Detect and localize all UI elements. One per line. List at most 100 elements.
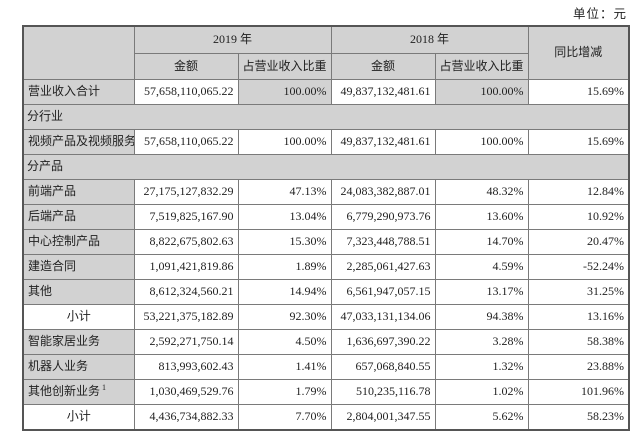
row-label-cell: 其他 xyxy=(22,279,135,305)
section-label-cell: 分行业 xyxy=(22,104,630,130)
pct-2019-cell: 100.00% xyxy=(237,79,332,105)
yoy-change-cell: 15.69% xyxy=(527,129,630,155)
amount-2018-cell: 49,837,132,481.61 xyxy=(330,129,436,155)
pct-of-revenue-header-2018: 占营业收入比重 xyxy=(434,53,529,80)
yoy-change-cell: 58.23% xyxy=(527,404,630,431)
yoy-change-cell: 31.25% xyxy=(527,279,630,305)
row-label-cell: 视频产品及视频服务 xyxy=(22,129,135,155)
amount-2018-cell: 1,636,697,390.22 xyxy=(330,329,436,355)
amount-2019-cell: 1,030,469,529.76 xyxy=(133,379,239,405)
yoy-change-cell: 10.92% xyxy=(527,204,630,230)
pct-2018-cell: 14.70% xyxy=(434,229,529,255)
table-row: 营业收入合计 57,658,110,065.22 100.00% 49,837,132… xyxy=(22,79,630,105)
pct-2018-cell: 5.62% xyxy=(434,404,529,431)
amount-2018-cell: 2,804,001,347.55 xyxy=(330,404,436,431)
table-row: 其他创新业务 1 1,030,469,529.76 1.79% 510,235,116… xyxy=(22,379,630,405)
yoy-change-cell: 20.47% xyxy=(527,229,630,255)
yoy-change-cell: 101.96% xyxy=(527,379,630,405)
row-label-cell: 机器人业务 xyxy=(22,354,135,380)
table-row: 其他 8,612,324,560.21 14.94% 6,561,947,057.15… xyxy=(22,279,630,305)
pct-2019-cell: 15.30% xyxy=(237,229,332,255)
table-row: 中心控制产品 8,822,675,802.63 15.30% 7,323,448,78… xyxy=(22,229,630,255)
pct-2019-cell: 14.94% xyxy=(237,279,332,305)
amount-2019-cell: 2,592,271,750.14 xyxy=(133,329,239,355)
yoy-change-cell: 13.16% xyxy=(527,304,630,330)
unit-label: 单位：元 xyxy=(572,7,627,21)
pct-2018-cell: 100.00% xyxy=(434,79,529,105)
table-header: 2019 年 2018 年 同比增减 金额 占营业收入比重 金额 占营业收入比重 xyxy=(22,25,630,80)
pct-2018-cell: 13.17% xyxy=(434,279,529,305)
year-2018-header: 2018 年 xyxy=(330,25,529,54)
pct-2019-cell: 1.41% xyxy=(237,354,332,380)
table-row: 智能家居业务 2,592,271,750.14 4.50% 1,636,697,390… xyxy=(22,329,630,355)
amount-2018-cell: 510,235,116.78 xyxy=(330,379,436,405)
section-row: 分行业 xyxy=(22,104,630,130)
row-label-cell: 小计 xyxy=(22,404,135,431)
amount-2018-cell: 6,561,947,057.15 xyxy=(330,279,436,305)
amount-2018-cell: 49,837,132,481.61 xyxy=(330,79,436,105)
pct-2019-cell: 100.00% xyxy=(237,129,332,155)
yoy-change-cell: 15.69% xyxy=(527,79,630,105)
pct-2018-cell: 100.00% xyxy=(434,129,529,155)
amount-2019-cell: 8,612,324,560.21 xyxy=(133,279,239,305)
amount-2018-cell: 7,323,448,788.51 xyxy=(330,229,436,255)
pct-2019-cell: 1.89% xyxy=(237,254,332,280)
pct-2019-cell: 47.13% xyxy=(237,179,332,205)
amount-2019-cell: 27,175,127,832.29 xyxy=(133,179,239,205)
yoy-change-cell: 23.88% xyxy=(527,354,630,380)
amount-2019-cell: 813,993,602.43 xyxy=(133,354,239,380)
amount-2019-cell: 1,091,421,819.86 xyxy=(133,254,239,280)
row-label-cell: 智能家居业务 xyxy=(22,329,135,355)
amount-2018-cell: 2,285,061,427.63 xyxy=(330,254,436,280)
pct-2018-cell: 13.60% xyxy=(434,204,529,230)
row-label-cell: 前端产品 xyxy=(22,179,135,205)
year-2019-header: 2019 年 xyxy=(133,25,332,54)
row-label-cell: 中心控制产品 xyxy=(22,229,135,255)
pct-2018-cell: 1.32% xyxy=(434,354,529,380)
pct-2018-cell: 48.32% xyxy=(434,179,529,205)
amount-2019-cell: 57,658,110,065.22 xyxy=(133,79,239,105)
footnote-marker: 1 xyxy=(100,383,107,393)
table-row: 后端产品 7,519,825,167.90 13.04% 6,779,290,973.… xyxy=(22,204,630,230)
amount-header-2018: 金额 xyxy=(330,53,436,80)
row-label-cell: 小计 xyxy=(22,304,135,330)
amount-2018-cell: 47,033,131,134.06 xyxy=(330,304,436,330)
yoy-change-cell: 58.38% xyxy=(527,329,630,355)
pct-2019-cell: 1.79% xyxy=(237,379,332,405)
yoy-change-cell: 12.84% xyxy=(527,179,630,205)
section-label-cell: 分产品 xyxy=(22,154,630,180)
pct-2019-cell: 7.70% xyxy=(237,404,332,431)
pct-2019-cell: 92.30% xyxy=(237,304,332,330)
amount-2019-cell: 57,658,110,065.22 xyxy=(133,129,239,155)
pct-2018-cell: 1.02% xyxy=(434,379,529,405)
table-row: 前端产品 27,175,127,832.29 47.13% 24,083,382,88… xyxy=(22,179,630,205)
amount-2018-cell: 6,779,290,973.76 xyxy=(330,204,436,230)
table-body: 营业收入合计 57,658,110,065.22 100.00% 49,837,132… xyxy=(22,79,630,431)
yoy-change-header: 同比增减 xyxy=(527,25,630,80)
corner-blank-cell xyxy=(22,25,135,80)
pct-2018-cell: 4.59% xyxy=(434,254,529,280)
pct-2018-cell: 3.28% xyxy=(434,329,529,355)
table-row: 视频产品及视频服务 57,658,110,065.22 100.00% 49,837,… xyxy=(22,129,630,155)
table-row: 小计 53,221,375,182.89 92.30% 47,033,131,134.… xyxy=(22,304,630,330)
amount-2019-cell: 7,519,825,167.90 xyxy=(133,204,239,230)
row-label-cell: 其他创新业务 1 xyxy=(22,379,135,405)
row-label-cell: 建造合同 xyxy=(22,254,135,280)
table-row: 建造合同 1,091,421,819.86 1.89% 2,285,061,427.6… xyxy=(22,254,630,280)
table-row: 小计 4,436,734,882.33 7.70% 2,804,001,347.55 5… xyxy=(22,404,630,431)
yoy-change-cell: -52.24% xyxy=(527,254,630,280)
table-row: 机器人业务 813,993,602.43 1.41% 657,068,840.55 1.… xyxy=(22,354,630,380)
revenue-breakdown-table: 2019 年 2018 年 同比增减 金额 占营业收入比重 金额 占营业收入比重… xyxy=(22,25,631,431)
row-label-cell: 后端产品 xyxy=(22,204,135,230)
amount-2018-cell: 657,068,840.55 xyxy=(330,354,436,380)
pct-of-revenue-header-2019: 占营业收入比重 xyxy=(237,53,332,80)
amount-2019-cell: 4,436,734,882.33 xyxy=(133,404,239,431)
amount-2018-cell: 24,083,382,887.01 xyxy=(330,179,436,205)
pct-2019-cell: 4.50% xyxy=(237,329,332,355)
amount-2019-cell: 53,221,375,182.89 xyxy=(133,304,239,330)
pct-2018-cell: 94.38% xyxy=(434,304,529,330)
row-label-cell: 营业收入合计 xyxy=(22,79,135,105)
amount-header-2019: 金额 xyxy=(133,53,239,80)
amount-2019-cell: 8,822,675,802.63 xyxy=(133,229,239,255)
pct-2019-cell: 13.04% xyxy=(237,204,332,230)
